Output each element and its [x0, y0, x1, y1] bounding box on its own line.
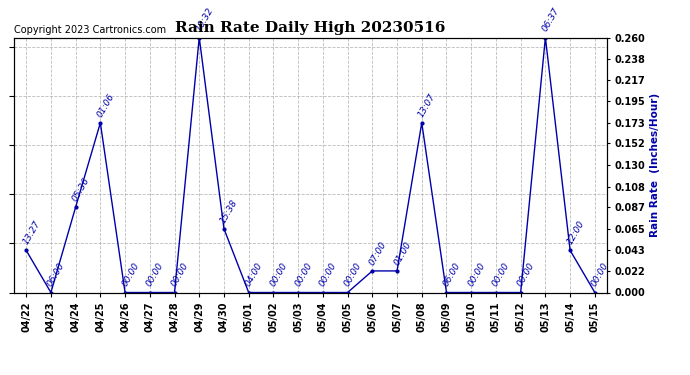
Text: 13:07: 13:07 [417, 92, 437, 118]
Text: 00:00: 00:00 [342, 261, 364, 288]
Text: 10:32: 10:32 [194, 6, 215, 33]
Text: 00:00: 00:00 [293, 261, 314, 288]
Text: 00:00: 00:00 [466, 261, 487, 288]
Text: 00:00: 00:00 [145, 261, 166, 288]
Text: 01:00: 01:00 [392, 240, 413, 267]
Text: 00:00: 00:00 [515, 261, 536, 288]
Text: 15:38: 15:38 [219, 198, 239, 225]
Title: Rain Rate Daily High 20230516: Rain Rate Daily High 20230516 [175, 21, 446, 35]
Text: 01:06: 01:06 [95, 92, 116, 118]
Text: 00:00: 00:00 [491, 261, 512, 288]
Text: 12:00: 12:00 [565, 219, 586, 246]
Text: 13:27: 13:27 [21, 219, 42, 246]
Text: 04:00: 04:00 [244, 261, 264, 288]
Text: 06:00: 06:00 [442, 261, 462, 288]
Text: 00:00: 00:00 [170, 261, 190, 288]
Text: Copyright 2023 Cartronics.com: Copyright 2023 Cartronics.com [14, 25, 166, 35]
Text: 00:00: 00:00 [268, 261, 289, 288]
Text: 05:36: 05:36 [70, 176, 91, 203]
Y-axis label: Rain Rate  (Inches/Hour): Rain Rate (Inches/Hour) [650, 93, 660, 237]
Text: 00:00: 00:00 [590, 261, 611, 288]
Text: 00:00: 00:00 [318, 261, 339, 288]
Text: 06:37: 06:37 [540, 6, 561, 33]
Text: 00:00: 00:00 [120, 261, 141, 288]
Text: 07:00: 07:00 [367, 240, 388, 267]
Text: 06:00: 06:00 [46, 261, 67, 288]
